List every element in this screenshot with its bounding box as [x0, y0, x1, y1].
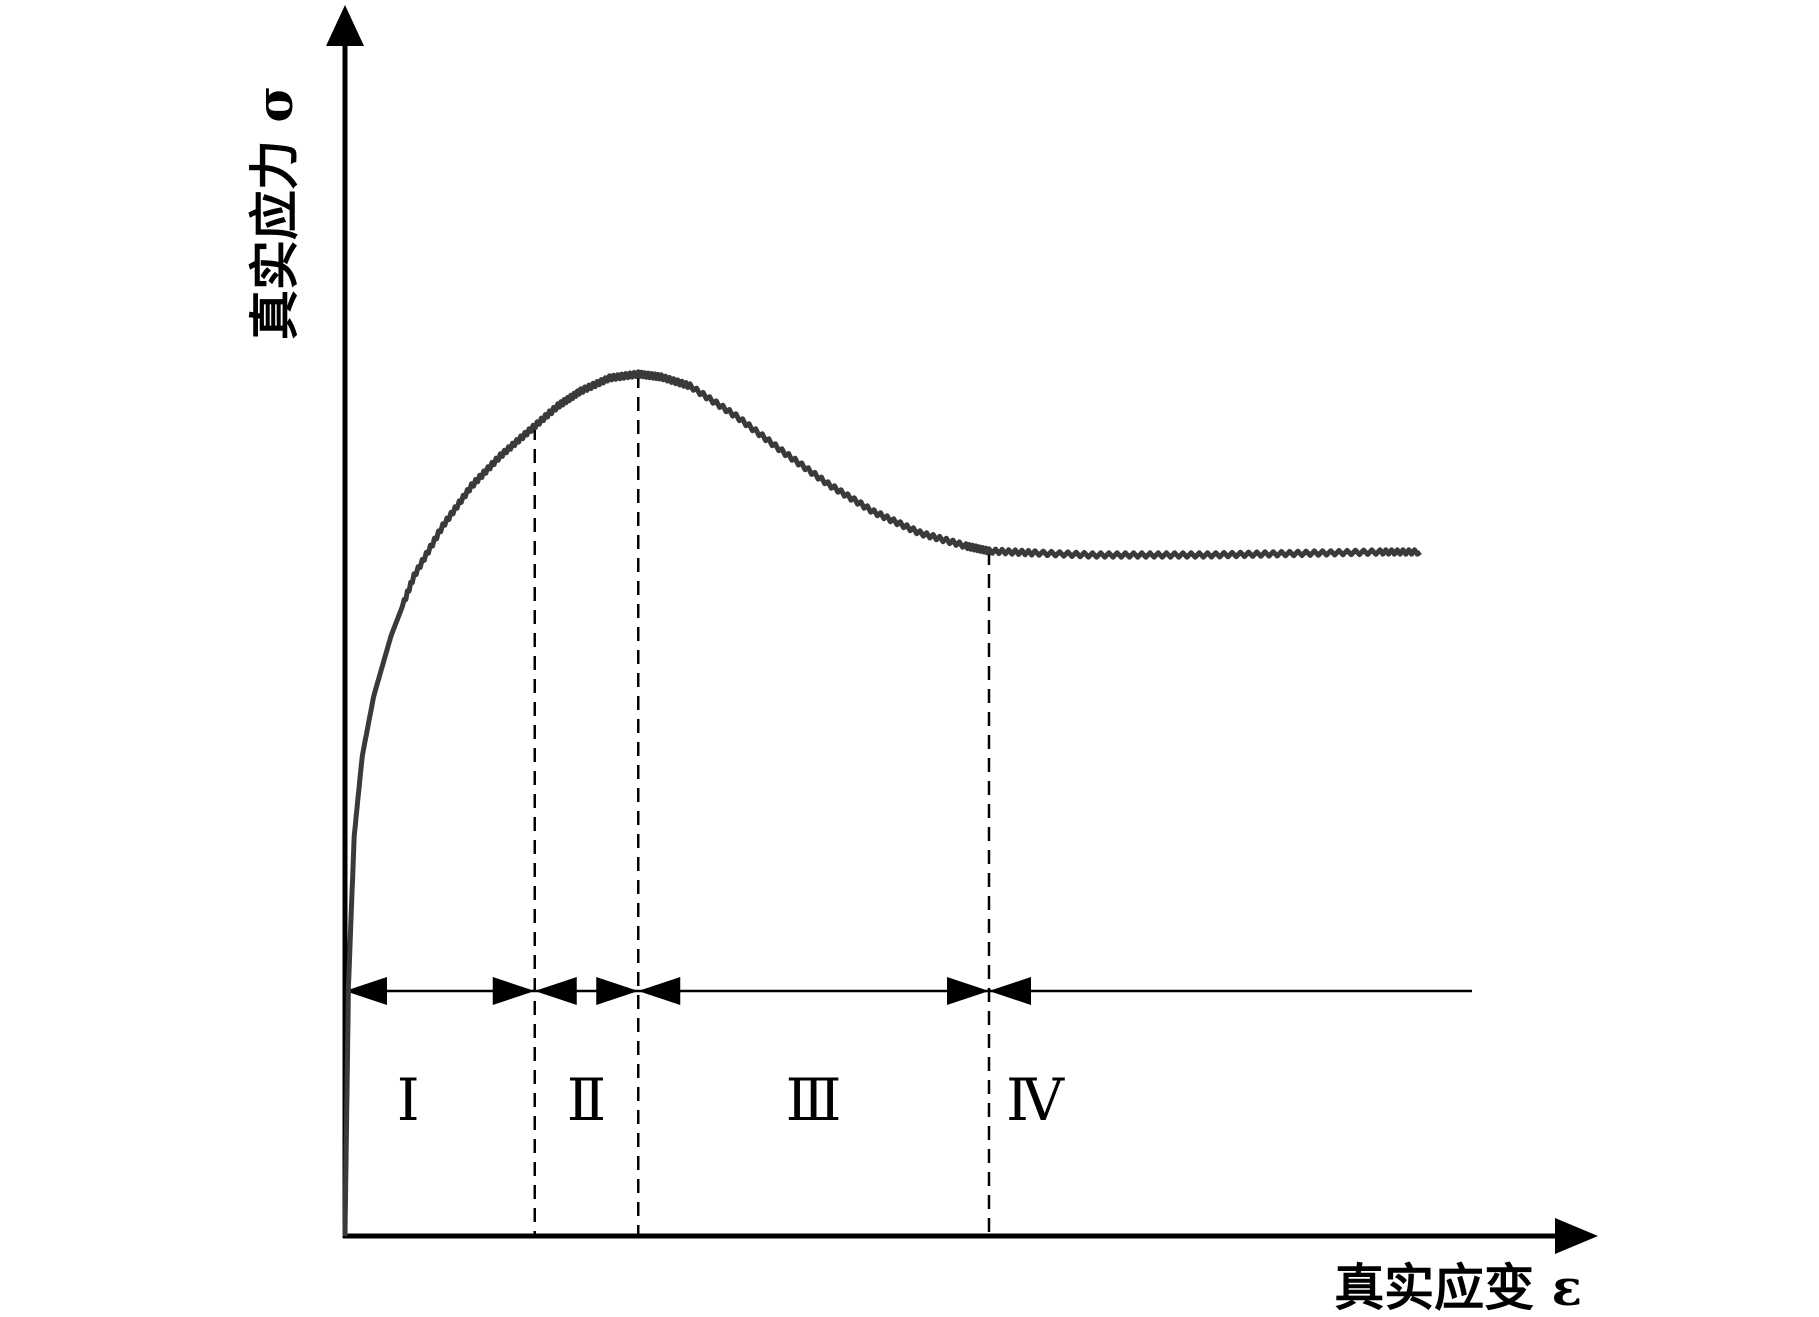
y-axis-label: 真实应力 σ	[245, 86, 304, 340]
arrowhead-right-3	[947, 977, 989, 1005]
region-label-2: Ⅱ	[567, 1068, 606, 1133]
region-labels: Ⅰ Ⅱ Ⅲ Ⅳ	[397, 1068, 1065, 1133]
region-boundaries	[533, 374, 991, 1236]
region-arrow-strip	[345, 977, 1472, 1005]
stress-strain-curve	[342, 369, 1422, 1237]
arrowhead-right-1	[492, 977, 535, 1005]
arrowhead-right-2	[596, 977, 639, 1005]
x-axis-label: 真实应变 ε	[1334, 1258, 1582, 1317]
x-axis-arrow-icon	[1555, 1218, 1598, 1254]
axes	[326, 5, 1598, 1254]
y-axis-arrow-icon	[326, 5, 364, 46]
arrowhead-left-4	[989, 977, 1031, 1005]
arrowhead-left-2	[534, 977, 577, 1005]
region-label-4: Ⅳ	[1006, 1068, 1065, 1133]
arrowhead-left-1	[345, 977, 387, 1005]
arrowhead-left-3	[638, 977, 681, 1005]
region-label-1: Ⅰ	[397, 1068, 420, 1133]
region-label-3: Ⅲ	[786, 1068, 842, 1133]
